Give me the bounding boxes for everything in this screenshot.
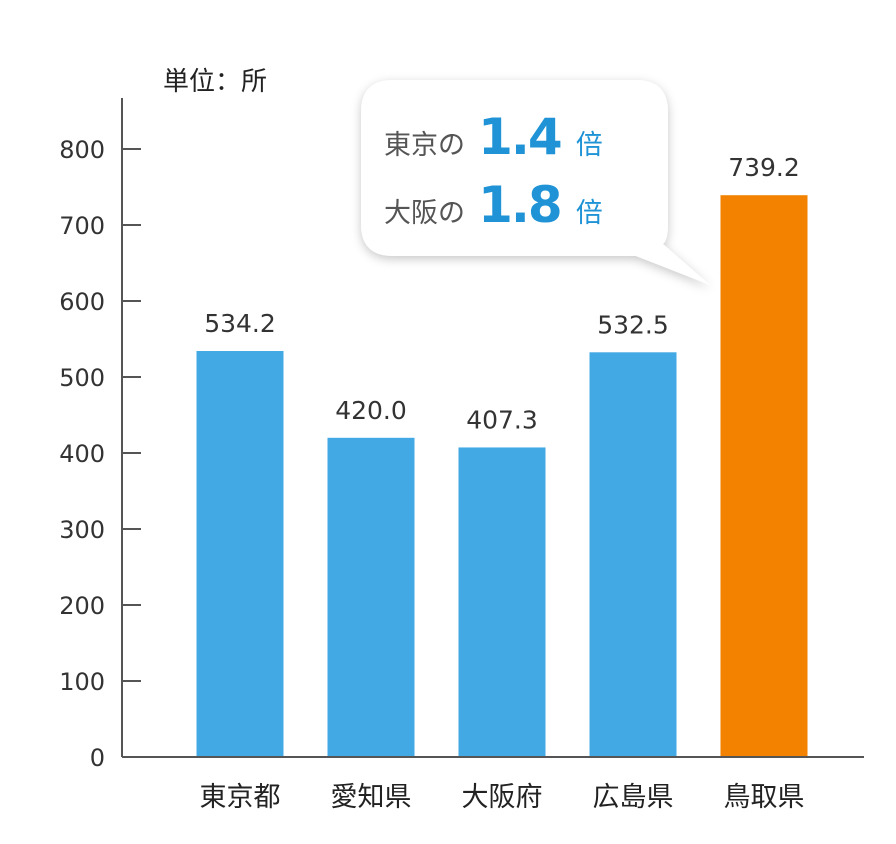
category-label: 広島県 [593, 782, 674, 813]
bar [458, 447, 546, 757]
y-tick-label: 0 [90, 744, 105, 772]
callout-line-1-prefix: 東京の [384, 130, 465, 161]
bar-value-label: 407.3 [466, 405, 538, 434]
bar [196, 351, 284, 757]
category-label: 鳥取県 [724, 782, 805, 813]
category-label: 東京都 [200, 782, 281, 813]
bar-value-label: 420.0 [335, 396, 407, 425]
y-tick-label: 700 [59, 212, 105, 240]
y-tick-label: 300 [59, 516, 105, 544]
callout-line-1-value: 1.4 [478, 108, 561, 166]
callout-line-2-value: 1.8 [478, 176, 561, 234]
callout-line-1-unit: 倍 [576, 130, 603, 161]
y-tick-label: 500 [59, 364, 105, 392]
bar [589, 352, 677, 757]
callout-line-2-unit: 倍 [576, 198, 603, 229]
callout-bubble [361, 80, 710, 285]
unit-label: 単位：所 [163, 67, 267, 97]
bar-value-label: 534.2 [204, 309, 276, 338]
y-axis: 0 100 200 300 400 500 600 700 800 [59, 136, 141, 772]
callout-line-2-prefix: 大阪の [384, 198, 465, 229]
bars [196, 195, 808, 757]
callout-line-2: 大阪の 1.8 倍 [384, 176, 603, 234]
y-tick-label: 800 [59, 136, 105, 164]
bar [720, 195, 808, 757]
bar-value-label: 739.2 [728, 153, 800, 182]
bar [327, 437, 415, 757]
y-tick-label: 400 [59, 440, 105, 468]
y-tick-label: 200 [59, 592, 105, 620]
category-label: 大阪府 [462, 782, 543, 813]
bar-value-label: 532.5 [597, 310, 669, 339]
x-axis-labels: 東京都 愛知県 大阪府 広島県 鳥取県 [200, 782, 805, 813]
y-tick-label: 600 [59, 288, 105, 316]
category-label: 愛知県 [331, 782, 412, 813]
callout: 東京の 1.4 倍 大阪の 1.8 倍 [361, 80, 710, 285]
y-tick-label: 100 [59, 668, 105, 696]
value-labels: 534.2 420.0 407.3 532.5 739.2 [204, 153, 800, 434]
callout-line-1: 東京の 1.4 倍 [384, 108, 603, 166]
